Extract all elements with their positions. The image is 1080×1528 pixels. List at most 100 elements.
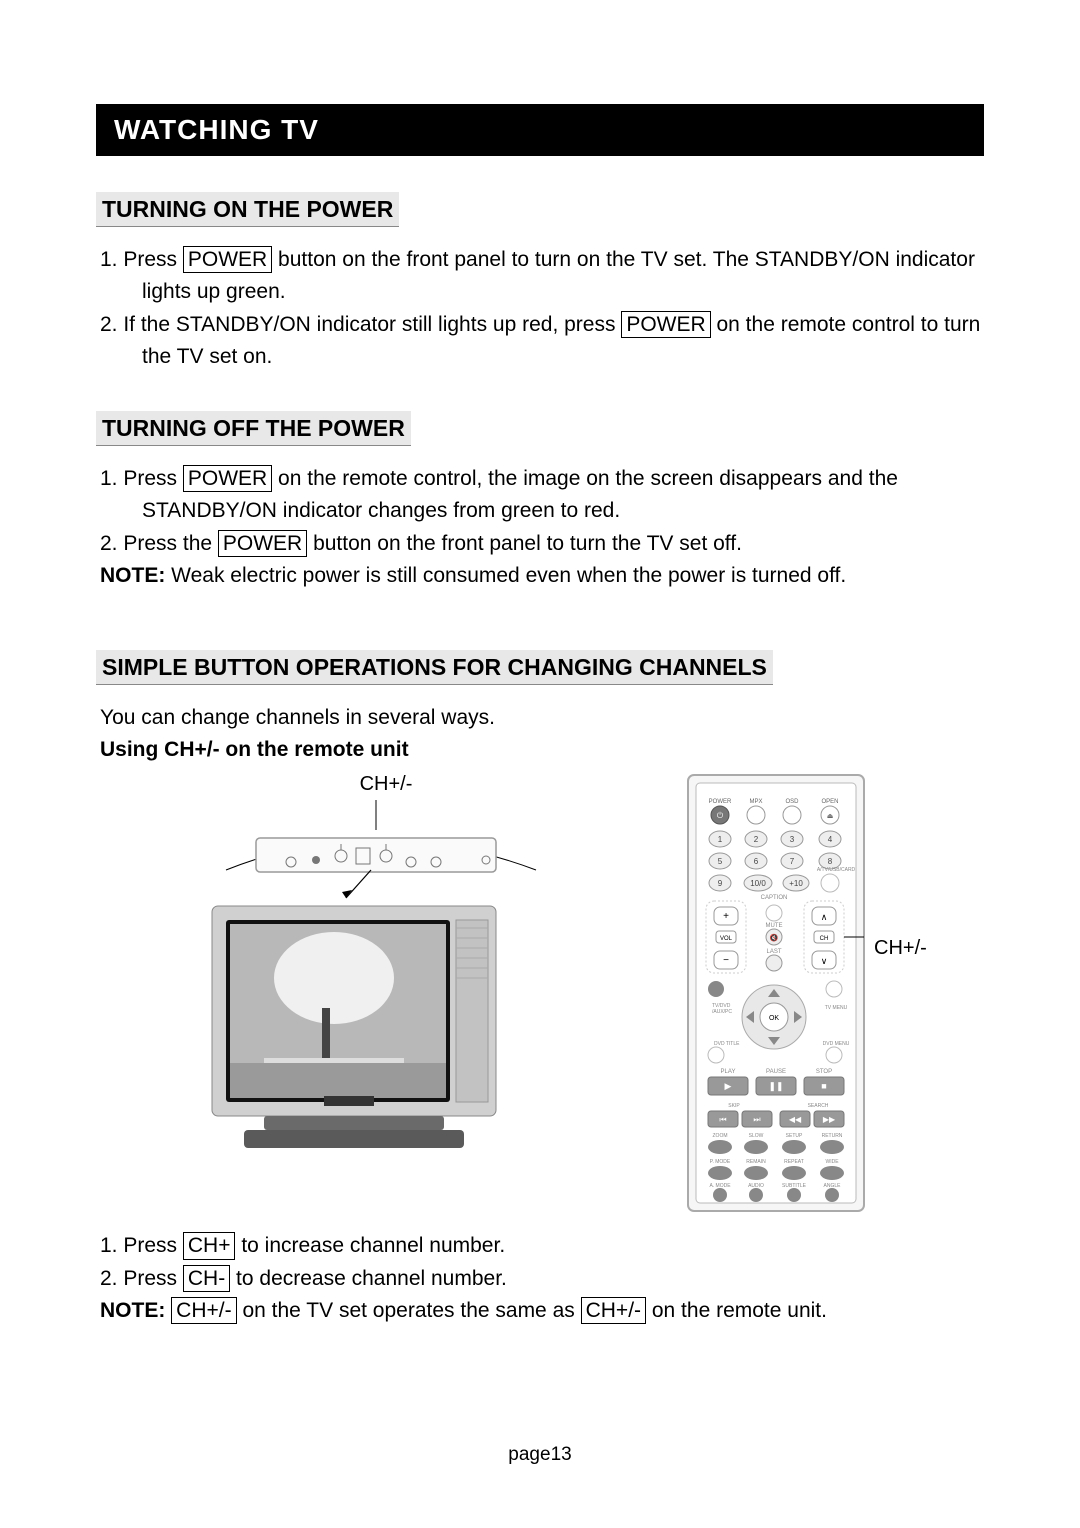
svg-text:⏮: ⏮ — [719, 1115, 726, 1124]
text: 2. Press the — [100, 532, 218, 555]
note-label: NOTE: — [100, 1299, 171, 1322]
svg-text:PAUSE: PAUSE — [766, 1069, 786, 1075]
text: 2. Press — [100, 1267, 183, 1290]
svg-text:CAPTION: CAPTION — [761, 895, 788, 901]
svg-text:POWER: POWER — [709, 799, 732, 805]
svg-text:VOL: VOL — [720, 936, 733, 942]
svg-text:SLOW: SLOW — [749, 1133, 764, 1139]
key-power: POWER — [183, 246, 272, 273]
svg-text:■: ■ — [821, 1081, 826, 1091]
svg-text:▶: ▶ — [725, 1081, 732, 1091]
remote-diagram: POWER MPX OSD OPEN ⏻ ⏏ 1 2 3 4 5 6 7 8 9… — [686, 773, 866, 1213]
text: to increase channel number. — [235, 1234, 505, 1257]
text: the TV set on. — [100, 342, 984, 372]
key-ch-plus: CH+ — [183, 1232, 236, 1259]
svg-text:1: 1 — [718, 835, 723, 844]
text: on the remote control, the image on the … — [272, 467, 898, 490]
svg-text:+: + — [723, 911, 729, 922]
section-heading-channels: SIMPLE BUTTON OPERATIONS FOR CHANGING CH… — [96, 650, 773, 685]
svg-text:OK: OK — [769, 1015, 779, 1022]
ch-label-top: CH+/- — [196, 773, 576, 796]
svg-text:MUTE: MUTE — [766, 923, 783, 929]
svg-text:⏻: ⏻ — [717, 811, 724, 820]
text: on the TV set operates the same as — [237, 1299, 581, 1322]
key-power: POWER — [218, 530, 307, 557]
svg-text:LAST: LAST — [766, 949, 781, 955]
key-ch-pm: CH+/- — [581, 1297, 646, 1324]
svg-text:10/0: 10/0 — [750, 879, 766, 888]
svg-text:−: − — [723, 955, 729, 966]
svg-text:P. MODE: P. MODE — [710, 1159, 731, 1165]
text: 1. Press — [100, 1234, 183, 1257]
svg-text:9: 9 — [718, 879, 723, 888]
tv-panel-diagram — [196, 800, 556, 900]
tv-photo — [204, 898, 504, 1158]
text: 2. If the STANDBY/ON indicator still lig… — [100, 313, 621, 336]
text: on the remote control to turn — [711, 313, 981, 336]
svg-text:REMAIN: REMAIN — [746, 1159, 766, 1165]
figures-row: CH+/- — [96, 773, 984, 1213]
svg-text:⏏: ⏏ — [827, 813, 834, 820]
svg-text:7: 7 — [790, 857, 795, 866]
text: Weak electric power is still consumed ev… — [165, 564, 846, 587]
svg-text:◀◀: ◀◀ — [789, 1115, 802, 1124]
key-power: POWER — [183, 465, 272, 492]
section3-intro: You can change channels in several ways.… — [96, 703, 984, 766]
text: button on the front panel to turn the TV… — [307, 532, 742, 555]
svg-text:A/TV/USB/CARD: A/TV/USB/CARD — [817, 867, 856, 873]
svg-text:4: 4 — [828, 835, 833, 844]
section-heading-off: TURNING OFF THE POWER — [96, 411, 411, 446]
svg-text:MPX: MPX — [749, 799, 762, 805]
svg-text:DVD TITLE: DVD TITLE — [714, 1041, 740, 1047]
svg-text:DVD MENU: DVD MENU — [823, 1041, 850, 1047]
section3-steps: 1. Press CH+ to increase channel number.… — [96, 1231, 984, 1326]
svg-text:/AUX/PC: /AUX/PC — [712, 1009, 732, 1015]
key-power: POWER — [621, 311, 710, 338]
text: to decrease channel number. — [230, 1267, 507, 1290]
page-banner: WATCHING TV — [96, 104, 984, 156]
text: lights up green. — [100, 277, 984, 307]
figure-remote: POWER MPX OSD OPEN ⏻ ⏏ 1 2 3 4 5 6 7 8 9… — [686, 773, 886, 1213]
text: 1. Press — [100, 248, 183, 271]
svg-text:2: 2 — [754, 835, 759, 844]
key-ch-pm: CH+/- — [171, 1297, 236, 1324]
svg-text:❚❚: ❚❚ — [768, 1081, 783, 1092]
svg-text:6: 6 — [754, 857, 759, 866]
svg-text:TV MENU: TV MENU — [825, 1005, 848, 1011]
svg-text:∧: ∧ — [821, 912, 828, 922]
section1-body: 1. Press POWER button on the front panel… — [96, 245, 984, 373]
svg-text:▶▶: ▶▶ — [823, 1115, 836, 1124]
svg-text:STOP: STOP — [816, 1069, 832, 1075]
svg-text:RETURN: RETURN — [822, 1133, 843, 1139]
svg-text:SEARCH: SEARCH — [808, 1103, 829, 1109]
svg-text:SKIP: SKIP — [728, 1103, 740, 1109]
note-label: NOTE: — [100, 564, 165, 587]
svg-text:🔇: 🔇 — [770, 933, 779, 942]
svg-text:3: 3 — [790, 835, 795, 844]
figure-tv: CH+/- — [196, 773, 576, 1158]
svg-text:OPEN: OPEN — [821, 799, 838, 805]
svg-text:5: 5 — [718, 857, 723, 866]
text: You can change channels in several ways. — [100, 703, 984, 733]
text: STANDBY/ON indicator changes from green … — [100, 496, 984, 526]
text: 1. Press — [100, 467, 183, 490]
ch-label-side: CH+/- — [874, 937, 927, 960]
key-ch-minus: CH- — [183, 1265, 230, 1292]
svg-text:+10: +10 — [789, 879, 803, 888]
svg-text:REPEAT: REPEAT — [784, 1159, 804, 1165]
svg-text:ZOOM: ZOOM — [713, 1133, 728, 1139]
section-heading-on: TURNING ON THE POWER — [96, 192, 399, 227]
svg-text:CH: CH — [820, 936, 829, 942]
svg-text:SETUP: SETUP — [786, 1133, 803, 1139]
svg-text:8: 8 — [828, 857, 833, 866]
text: on the remote unit. — [646, 1299, 827, 1322]
svg-text:PLAY: PLAY — [721, 1069, 736, 1075]
section2-body: 1. Press POWER on the remote control, th… — [96, 464, 984, 592]
svg-text:∨: ∨ — [821, 956, 828, 966]
page-number: page13 — [0, 1444, 1080, 1466]
svg-text:⏭: ⏭ — [753, 1115, 760, 1124]
sub-heading: Using CH+/- on the remote unit — [100, 735, 984, 765]
svg-text:WIDE: WIDE — [825, 1159, 839, 1165]
svg-text:OSD: OSD — [785, 799, 799, 805]
text: button on the front panel to turn on the… — [272, 248, 975, 271]
